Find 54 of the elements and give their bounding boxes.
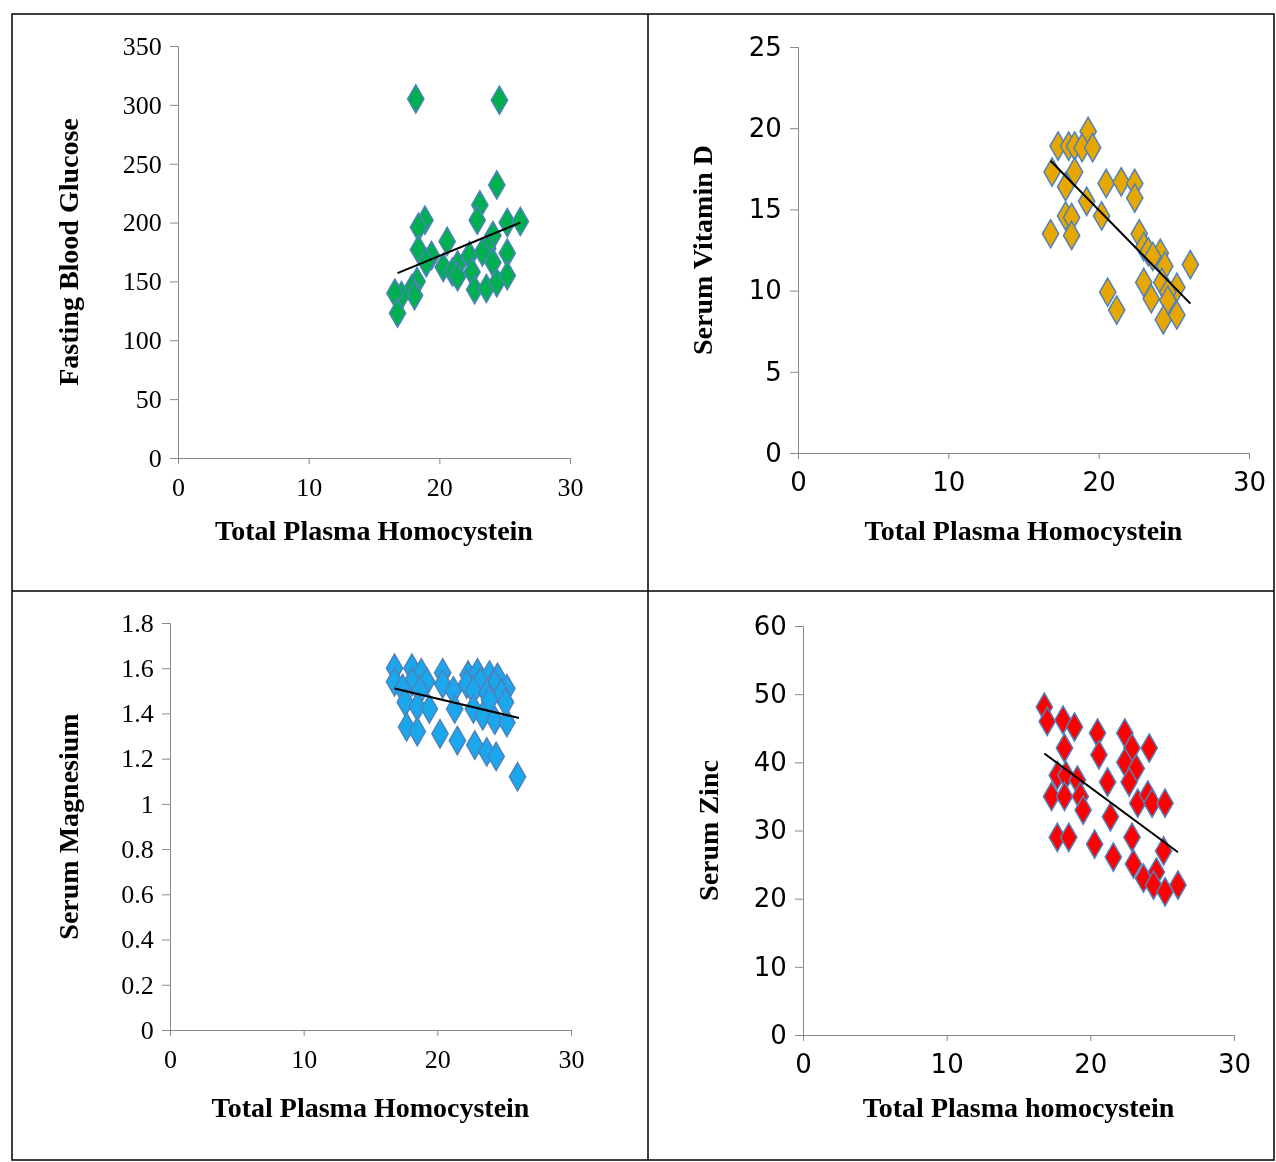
x-axis-title: Total Plasma homocystein bbox=[862, 1092, 1175, 1123]
x-axis-title: Total Plasma Homocystein bbox=[211, 1092, 530, 1123]
y-tick-label: 20 bbox=[753, 883, 787, 914]
y-tick-label: 1.6 bbox=[121, 654, 154, 684]
x-tick-label: 0 bbox=[795, 1048, 812, 1079]
x-tick-label: 20 bbox=[1082, 466, 1116, 497]
y-axis-title: Serum Zinc bbox=[693, 760, 724, 901]
y-tick-label: 1 bbox=[140, 789, 154, 819]
y-tick-label: 1.4 bbox=[121, 699, 154, 729]
y-tick-label: 30 bbox=[753, 815, 787, 846]
y-tick-label: 10 bbox=[748, 275, 782, 306]
y-tick-label: 5 bbox=[765, 356, 782, 387]
y-axis-title: Serum Magnesium bbox=[53, 713, 84, 940]
y-tick-label: 0 bbox=[140, 1015, 154, 1045]
y-tick-label: 300 bbox=[122, 90, 162, 120]
y-axis-title: Serum Vitamin D bbox=[687, 145, 718, 355]
y-tick-label: 60 bbox=[753, 610, 787, 641]
y-tick-label: 50 bbox=[753, 678, 787, 709]
x-tick-label: 10 bbox=[291, 1044, 318, 1074]
y-tick-label: 0.6 bbox=[121, 880, 154, 910]
y-tick-label: 1.8 bbox=[121, 608, 154, 638]
y-tick-label: 0.4 bbox=[121, 925, 154, 955]
y-tick-label: 0.8 bbox=[121, 834, 154, 864]
x-tick-label: 30 bbox=[1232, 466, 1267, 497]
x-tick-label: 30 bbox=[558, 1044, 585, 1074]
y-tick-label: 20 bbox=[748, 113, 782, 144]
x-axis-title: Total Plasma Homocystein bbox=[864, 515, 1183, 546]
x-tick-label: 10 bbox=[296, 472, 323, 502]
y-tick-label: 40 bbox=[753, 747, 787, 778]
y-tick-label: 1.2 bbox=[121, 744, 154, 774]
y-tick-label: 0.2 bbox=[121, 970, 154, 1000]
y-tick-label: 0 bbox=[765, 437, 782, 468]
x-tick-label: 0 bbox=[172, 472, 185, 502]
x-axis-title: Total Plasma Homocystein bbox=[215, 515, 534, 546]
y-axis-title: Fasting Blood Glucose bbox=[53, 118, 84, 386]
y-tick-label: 10 bbox=[753, 951, 787, 982]
x-tick-label: 20 bbox=[424, 1044, 451, 1074]
y-tick-label: 25 bbox=[748, 31, 782, 62]
x-tick-label: 10 bbox=[932, 466, 966, 497]
y-tick-label: 250 bbox=[122, 149, 162, 179]
x-tick-label: 0 bbox=[790, 466, 807, 497]
x-tick-label: 30 bbox=[557, 472, 584, 502]
x-tick-label: 10 bbox=[930, 1048, 964, 1079]
y-tick-label: 0 bbox=[148, 443, 162, 473]
y-tick-label: 0 bbox=[770, 1019, 787, 1050]
x-tick-label: 20 bbox=[1074, 1048, 1108, 1079]
y-tick-label: 350 bbox=[122, 31, 162, 61]
y-tick-label: 150 bbox=[122, 267, 162, 297]
y-tick-label: 200 bbox=[122, 208, 162, 238]
x-tick-label: 20 bbox=[426, 472, 453, 502]
y-tick-label: 50 bbox=[135, 384, 162, 414]
y-tick-label: 100 bbox=[122, 326, 162, 356]
x-tick-label: 30 bbox=[1217, 1048, 1252, 1079]
y-tick-label: 15 bbox=[748, 194, 782, 225]
